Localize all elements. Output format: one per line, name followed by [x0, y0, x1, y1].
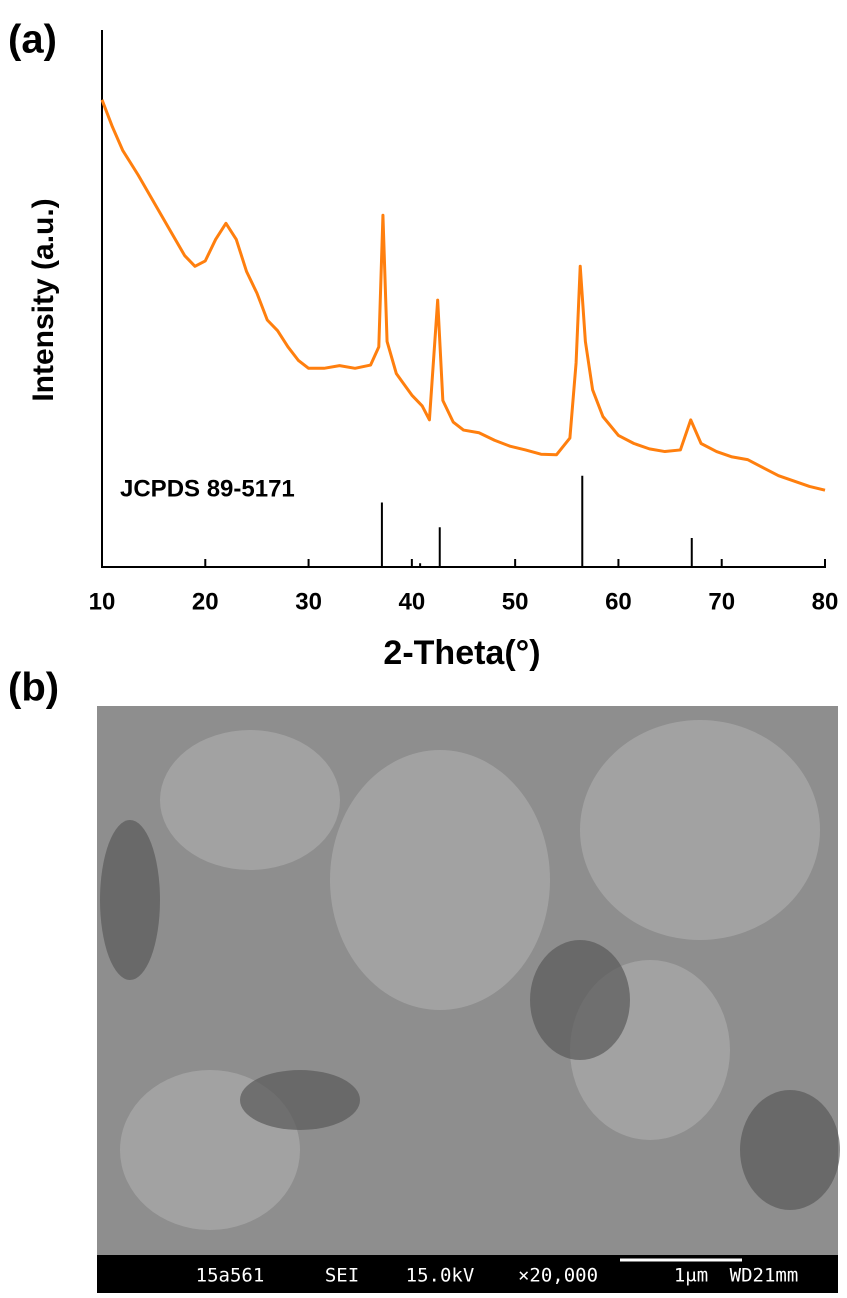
- panel-label: (b): [8, 666, 59, 710]
- x-axis-label: 2-Theta(°): [383, 634, 540, 672]
- sem-info-text: ×20,000: [518, 1265, 598, 1287]
- sem-image: 15a561 SEI 15.0kV ×20,000 1μm WD21mm: [97, 706, 840, 1293]
- sem-info-text: 15.0kV: [406, 1265, 475, 1287]
- x-tick-label: 70: [708, 588, 735, 615]
- panel-label: (a): [8, 18, 57, 62]
- sem-info-text: 15a561: [196, 1265, 265, 1287]
- sem-texture: [120, 720, 820, 1230]
- x-tick-label: 80: [812, 588, 839, 615]
- x-tick-label: 10: [89, 588, 116, 615]
- reference-label: JCPDS 89-5171: [120, 475, 295, 502]
- sem-info-text: SEI: [325, 1265, 359, 1287]
- sem-info-text: 1μm: [674, 1265, 708, 1287]
- x-tick-label: 30: [295, 588, 322, 615]
- sem-info-text: WD21mm: [730, 1265, 799, 1287]
- x-tick-label: 60: [605, 588, 632, 615]
- y-axis-label: Intensity (a.u.): [27, 198, 60, 401]
- x-tick-label: 20: [192, 588, 219, 615]
- xrd-line: [100, 99, 826, 492]
- sem-shadows: [100, 820, 840, 1210]
- x-tick-label: 40: [399, 588, 426, 615]
- x-tick-label: 50: [502, 588, 529, 615]
